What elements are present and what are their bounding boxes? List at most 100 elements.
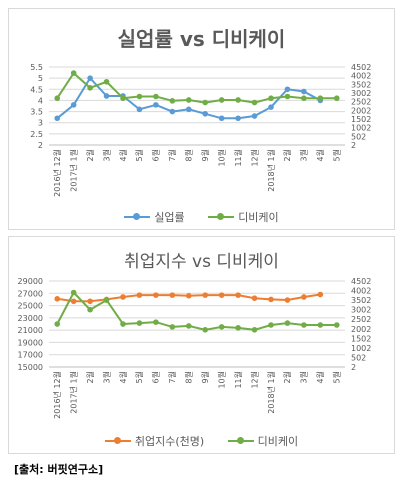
legend-label: 디비케이 [257,435,299,448]
data-point [218,324,225,330]
x-tick-label: 9월 [200,371,210,383]
y-right-tick-label: 2002 [351,106,371,115]
x-tick-label: 3월 [101,149,111,161]
y-right-tick-label: 2002 [351,325,371,334]
data-point [218,97,225,103]
data-point [235,292,241,298]
x-tick-label: 6월 [151,371,161,383]
x-tick-label: 2016년 12월 [52,371,62,419]
x-tick-label: 2016년 12월 [52,149,62,197]
chart-legend: 실업률 디비케이 [9,209,394,225]
data-point [251,295,258,301]
data-point [202,99,209,106]
chart-svg: 15000 17000 19000 21000 23000 25000 27000 29000… [18,277,372,419]
y-right-tick-label: 502 [351,353,366,362]
x-tick-label: 7월 [167,149,177,161]
x-tick-label: 2018년 1월 [266,149,276,192]
data-point [235,115,241,122]
data-point [185,106,192,113]
data-point [251,99,258,106]
y-left-tick-label: 21000 [18,326,43,335]
data-point [136,106,143,113]
data-point [87,298,93,305]
y-left-tick-label: 25000 [18,302,43,311]
chart-panel-employment: 취업지수 vs 디비케이 15000 17000 19000 21000 23000 25… [8,236,395,454]
data-point [87,306,93,313]
x-tick-label: 5월 [134,149,144,161]
data-point [120,95,126,102]
data-point [136,292,143,298]
y-left-tick-label: 2.5 [30,130,43,139]
data-point [235,97,241,103]
y-right-tick-label: 1502 [351,115,371,124]
data-point [185,97,192,103]
data-point [301,88,307,95]
data-point [87,75,93,81]
y-left-tick-label: 23000 [18,314,43,323]
data-point [284,297,291,303]
x-tick-label: 4월 [315,371,325,383]
x-tick-label: 2월 [282,371,292,383]
data-point [70,289,77,296]
data-point [317,291,324,298]
y-left-tick-label: 2 [38,141,43,150]
x-tick-label: 8월 [184,371,194,383]
y-left-tick-label: 17000 [18,351,43,360]
data-point [153,292,159,298]
legend-swatch-orange [104,436,131,446]
x-tick-label: 4월 [315,149,325,161]
y-left-tick-label: 27000 [18,289,43,298]
data-point [301,322,307,328]
y-left-tick-label: 3 [38,119,43,128]
data-point [153,93,159,100]
x-tick-label: 9월 [200,149,210,161]
legend-swatch-green [227,436,254,446]
legend-item-unemployment: 실업률 [124,209,185,225]
chart-title: 취업지수 vs 디비케이 [124,252,279,272]
y-left-tick-label: 19000 [18,338,43,347]
data-point [169,292,176,298]
x-tick-label: 11월 [233,149,243,167]
data-point [169,324,176,330]
data-point [202,111,209,117]
data-point [251,113,258,119]
legend-item-employment: 취업지수(천명) [104,433,204,449]
x-tick-label: 6월 [151,149,161,161]
chart-panel-unemployment: 실업률 vs 디비케이 2 2.5 3 3.5 4 4.5 5 5.5 2 502 1002 1502… [8,8,395,230]
y-left-tick-label: 5.5 [30,63,43,72]
data-point [120,294,126,300]
y-right-tick-label: 4502 [351,277,371,286]
data-point [301,294,307,300]
y-right-tick-label: 4002 [351,72,371,81]
y-left-tick-label: 15000 [18,363,43,372]
data-point [301,95,307,102]
data-point [185,323,192,329]
x-tick-label: 8월 [184,149,194,161]
x-tick-label: 2월 [282,149,292,161]
data-point [153,319,159,325]
y-right-tick-label: 2502 [351,315,371,324]
y-right-tick-label: 2 [351,363,356,372]
y-right-tick-label: 3002 [351,306,371,315]
data-point [268,322,274,328]
data-point [103,78,110,85]
data-point [284,86,291,93]
x-tick-label: 10월 [216,371,226,389]
y-right-tick-label: 1002 [351,124,371,133]
chart-legend: 취업지수(천명) 디비케이 [9,433,394,449]
x-tick-label: 7월 [167,371,177,383]
data-point [268,95,274,102]
data-point [218,292,225,298]
y-right-tick-label: 4502 [351,63,371,72]
data-point [120,321,126,327]
x-tick-label: 10월 [216,149,226,167]
x-tick-label: 3월 [101,371,111,383]
x-tick-label: 5월 [134,371,144,383]
data-point [87,85,93,91]
data-point [54,115,61,122]
x-tick-label: 2017년 1월 [68,371,78,414]
data-point [202,292,209,298]
chart-title: 실업률 vs 디비케이 [117,27,286,51]
data-point [103,297,110,303]
data-point [136,93,143,100]
